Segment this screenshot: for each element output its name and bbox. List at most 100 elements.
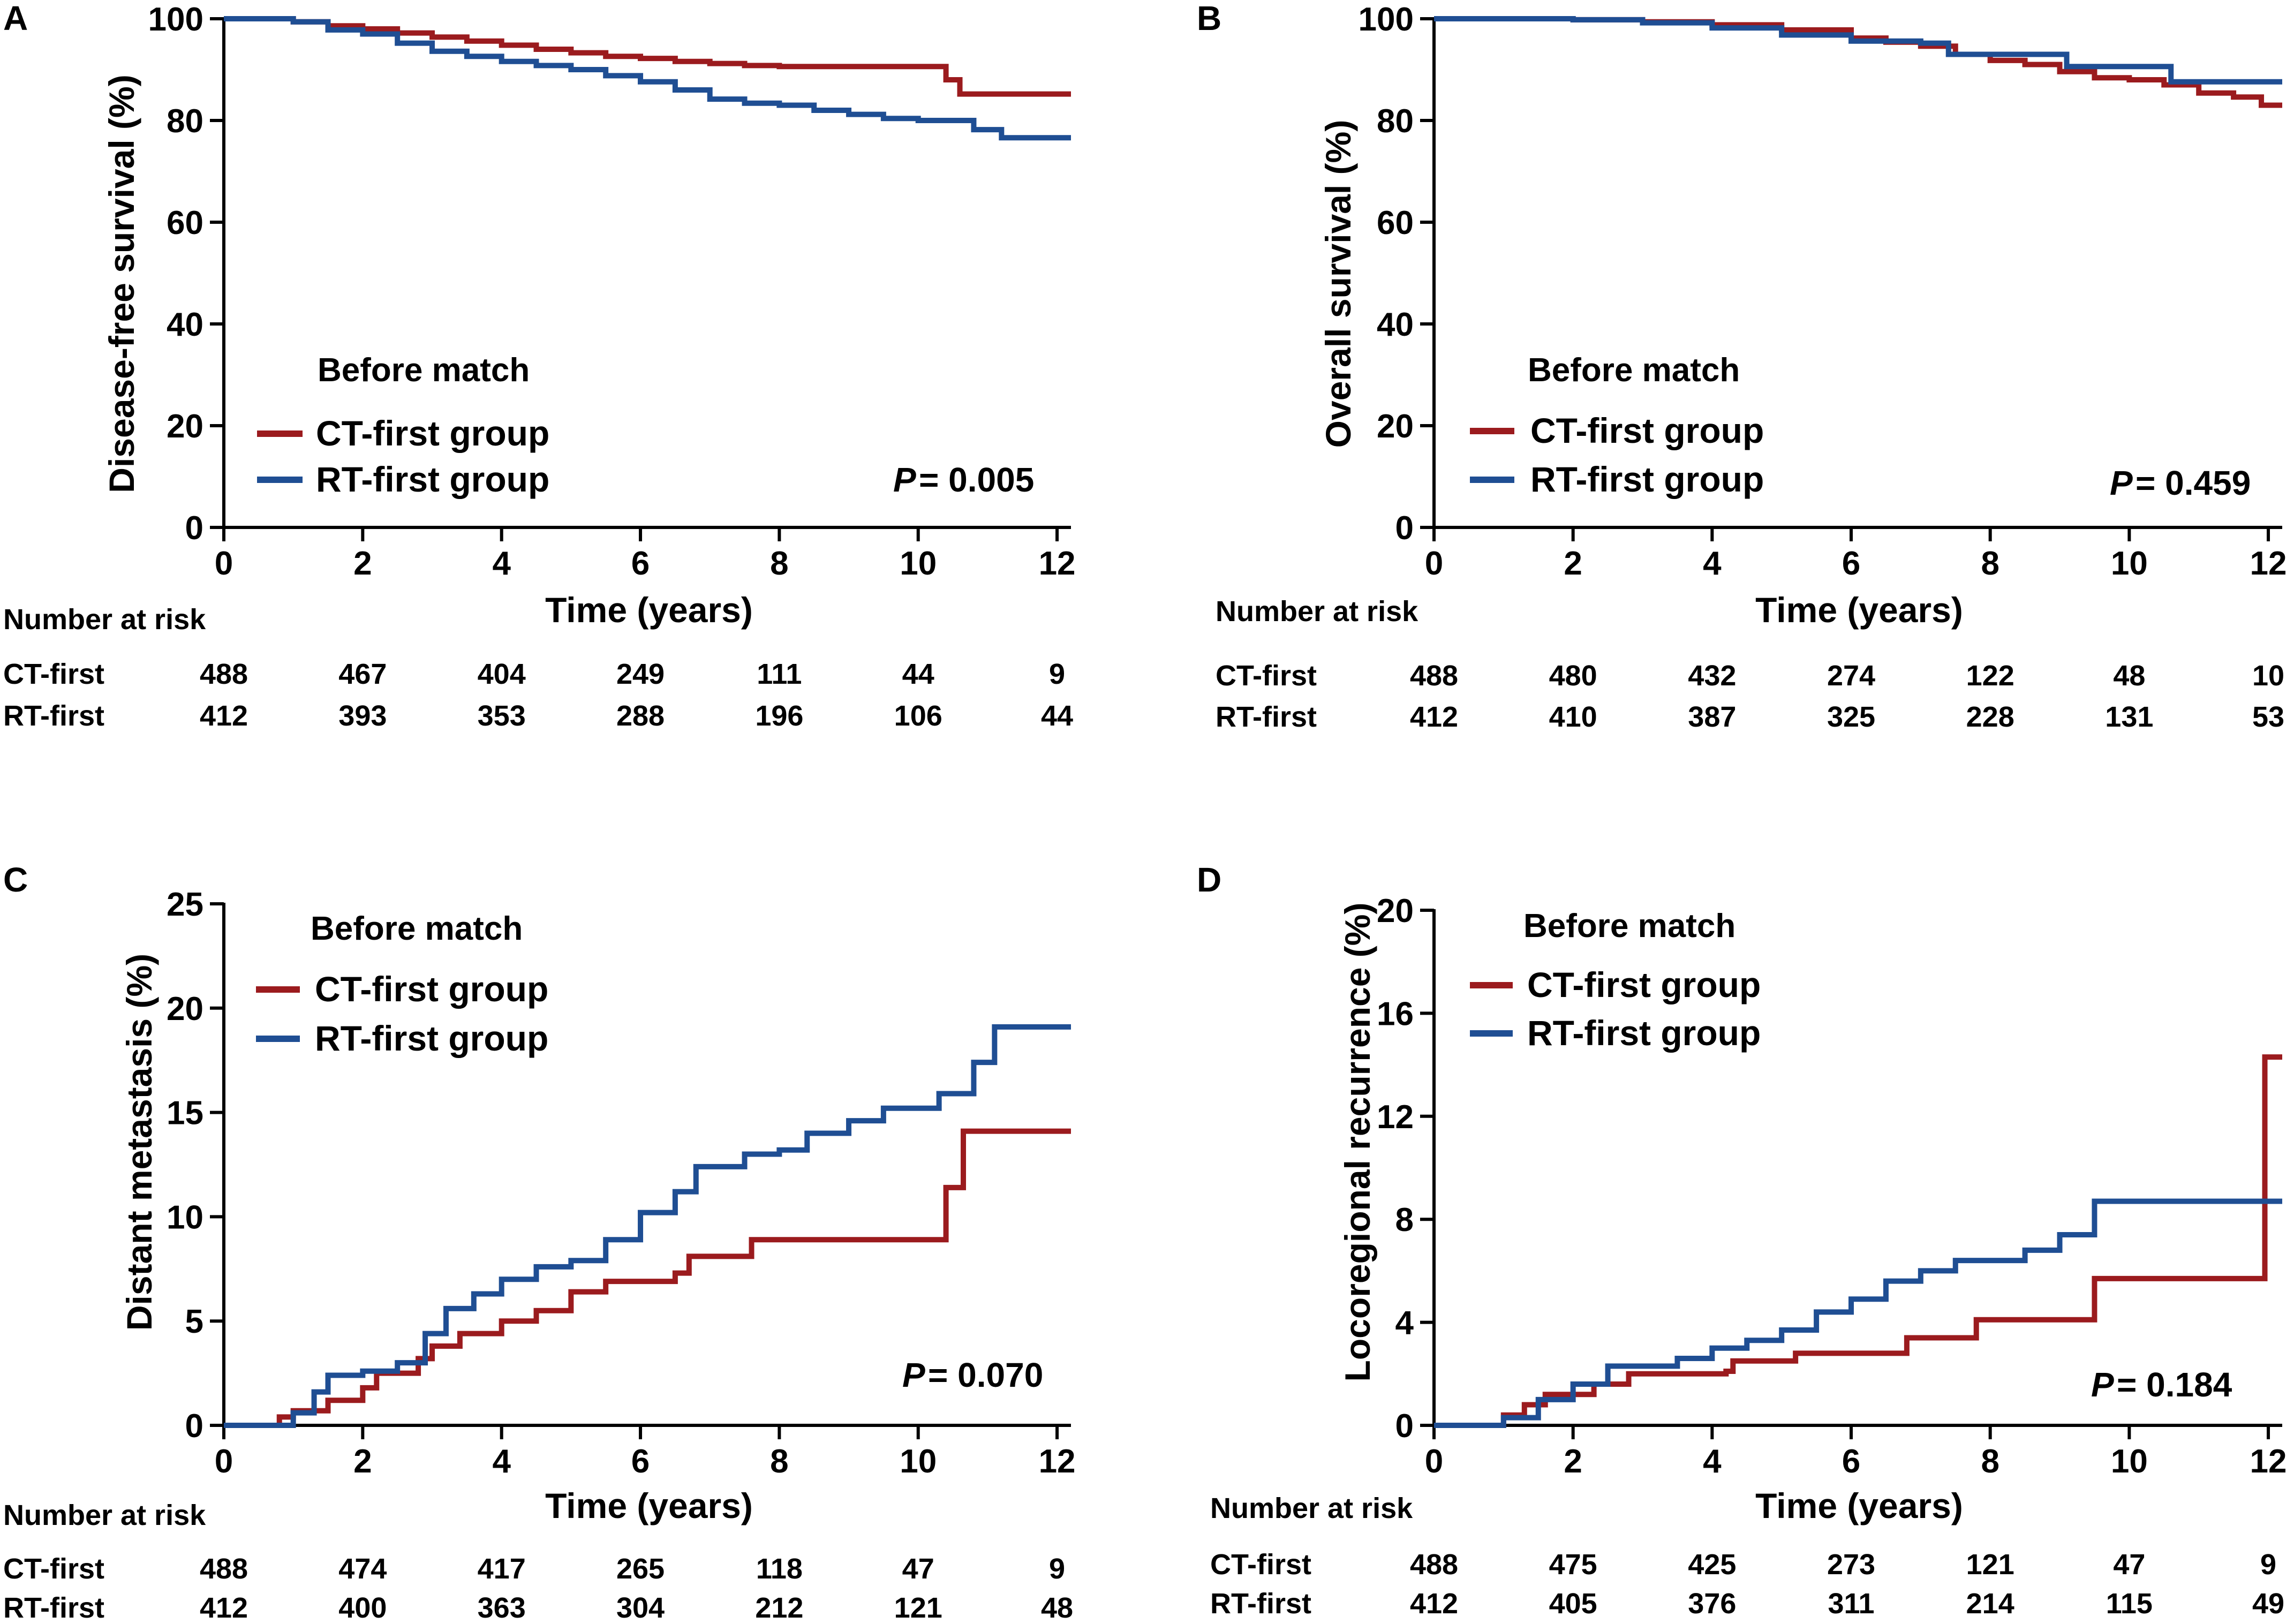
x-tick-label: 8	[1981, 1443, 1999, 1480]
risk-value-ct: 488	[200, 1553, 248, 1585]
x-tick-label: 2	[1564, 1443, 1582, 1480]
x-tick-label: 0	[1425, 1443, 1443, 1480]
p-value-symbol: P	[2110, 464, 2133, 502]
risk-row-label-rt: RT-first	[1216, 701, 1317, 733]
panel-a: A Disease-free survival (%) 020406080100…	[3, 0, 1076, 732]
risk-value-rt: 412	[1410, 701, 1458, 733]
y-tick-label: 0	[185, 510, 203, 547]
x-tick-label: 8	[1981, 545, 1999, 582]
risk-value-rt: 48	[1041, 1592, 1073, 1624]
risk-value-ct: 9	[2260, 1549, 2276, 1581]
risk-value-rt: 53	[2252, 701, 2284, 733]
p-value-symbol: P	[893, 460, 916, 499]
legend-label-ct: CT-first group	[1527, 965, 1761, 1004]
risk-value-ct: 122	[1966, 660, 2014, 692]
x-tick-label: 10	[2111, 1443, 2148, 1480]
risk-value-ct: 274	[1827, 660, 1875, 692]
legend-title: Before match	[318, 352, 530, 389]
risk-value-ct: 480	[1549, 660, 1597, 692]
risk-value-ct: 404	[478, 658, 526, 690]
x-tick-label: 8	[770, 1443, 788, 1480]
y-tick-label: 12	[1377, 1099, 1414, 1136]
series-line-ct	[1434, 1054, 2282, 1428]
risk-value-rt: 393	[338, 700, 387, 732]
risk-value-rt: 288	[616, 700, 665, 732]
risk-value-rt: 412	[200, 700, 248, 732]
risk-value-rt: 412	[1410, 1588, 1458, 1620]
risk-value-ct: 417	[478, 1553, 526, 1585]
y-tick-label: 100	[1359, 1, 1414, 38]
p-value: = 0.070	[928, 1356, 1043, 1394]
risk-row-label-rt: RT-first	[3, 1592, 104, 1624]
x-tick-label: 2	[353, 545, 372, 582]
risk-value-rt: 214	[1966, 1588, 2014, 1620]
risk-value-ct: 111	[757, 658, 802, 690]
x-tick-label: 10	[900, 545, 937, 582]
risk-value-ct: 47	[902, 1553, 934, 1585]
x-axis-title: Time (years)	[1755, 1486, 1963, 1525]
y-tick-label: 4	[1395, 1305, 1414, 1342]
y-axis-title: Locoregional recurrence (%)	[1338, 903, 1377, 1382]
risk-value-ct: 44	[902, 658, 934, 690]
p-value-symbol: P	[2091, 1365, 2114, 1404]
x-axis-title: Time (years)	[1755, 590, 1963, 630]
x-tick-label: 10	[2111, 545, 2148, 582]
risk-value-rt: 325	[1827, 701, 1875, 733]
risk-value-ct: 488	[200, 658, 248, 690]
risk-value-rt: 410	[1549, 701, 1597, 733]
y-tick-label: 80	[167, 103, 203, 140]
risk-value-rt: 405	[1549, 1588, 1597, 1620]
series-line-ct	[224, 1128, 1071, 1428]
number-at-risk-label: Number at risk	[1216, 595, 1418, 628]
legend-title: Before match	[1523, 908, 1735, 945]
x-tick-label: 6	[631, 1443, 650, 1480]
risk-value-rt: 412	[200, 1592, 248, 1624]
x-tick-label: 2	[1564, 545, 1582, 582]
x-tick-label: 4	[1703, 1443, 1722, 1480]
panel-letter: B	[1197, 0, 1221, 37]
risk-value-ct: 488	[1410, 1549, 1458, 1581]
y-tick-label: 8	[1395, 1202, 1414, 1238]
y-tick-label: 20	[167, 408, 203, 445]
y-tick-label: 40	[167, 306, 203, 343]
risk-row-label-rt: RT-first	[1210, 1588, 1311, 1620]
x-tick-label: 0	[215, 1443, 233, 1480]
x-axis-title: Time (years)	[545, 1486, 753, 1525]
x-tick-label: 4	[492, 1443, 511, 1480]
risk-row-label-ct: CT-first	[3, 1553, 104, 1585]
risk-value-rt: 115	[2106, 1588, 2153, 1620]
risk-value-ct: 121	[1966, 1549, 2014, 1581]
series-line-ct	[224, 16, 1071, 97]
x-tick-label: 8	[770, 545, 788, 582]
risk-value-ct: 425	[1688, 1549, 1736, 1581]
panel-c: C Distant metastasis (%) 0 5 10 15 20 25 0 2 4 6 8…	[3, 860, 1076, 1624]
risk-value-rt: 363	[478, 1592, 526, 1624]
y-tick-label: 60	[1377, 205, 1414, 241]
risk-value-rt: 228	[1966, 701, 2014, 733]
p-value-symbol: P	[902, 1356, 925, 1394]
risk-value-rt: 353	[478, 700, 526, 732]
legend-label-ct: CT-first group	[316, 413, 549, 453]
risk-row-label-rt: RT-first	[3, 700, 104, 732]
y-tick-label: 15	[167, 1095, 203, 1132]
x-tick-label: 12	[2250, 545, 2287, 582]
plot-area: 0 5 10 15 20 25 0 2 4 6 8 10 12	[167, 886, 1076, 1480]
number-at-risk-label: Number at risk	[3, 1499, 206, 1531]
legend-label-rt: RT-first group	[316, 459, 549, 499]
risk-value-rt: 376	[1688, 1588, 1736, 1620]
risk-table: 488 474 417 265 118 47 9 412 400 363 304 212 121 48	[200, 1553, 1073, 1624]
x-tick-label: 10	[900, 1443, 937, 1480]
risk-value-rt: 311	[1828, 1588, 1874, 1620]
risk-value-rt: 196	[755, 700, 803, 732]
risk-table: 488 480 432 274 122 48 10 412 410 387 325 228 131 53	[1410, 660, 2284, 733]
x-tick-label: 6	[631, 545, 650, 582]
risk-value-rt: 387	[1688, 701, 1736, 733]
legend-label-rt: RT-first group	[1530, 459, 1764, 499]
y-tick-label: 25	[167, 886, 203, 923]
y-axis-title: Disease-free survival (%)	[102, 74, 141, 493]
risk-value-ct: 467	[338, 658, 387, 690]
x-tick-label: 0	[1425, 545, 1443, 582]
panel-d: D Locoregional recurrence (%) 0481216200…	[1197, 860, 2287, 1620]
y-tick-label: 0	[185, 1408, 203, 1445]
panel-letter: D	[1197, 860, 1221, 899]
